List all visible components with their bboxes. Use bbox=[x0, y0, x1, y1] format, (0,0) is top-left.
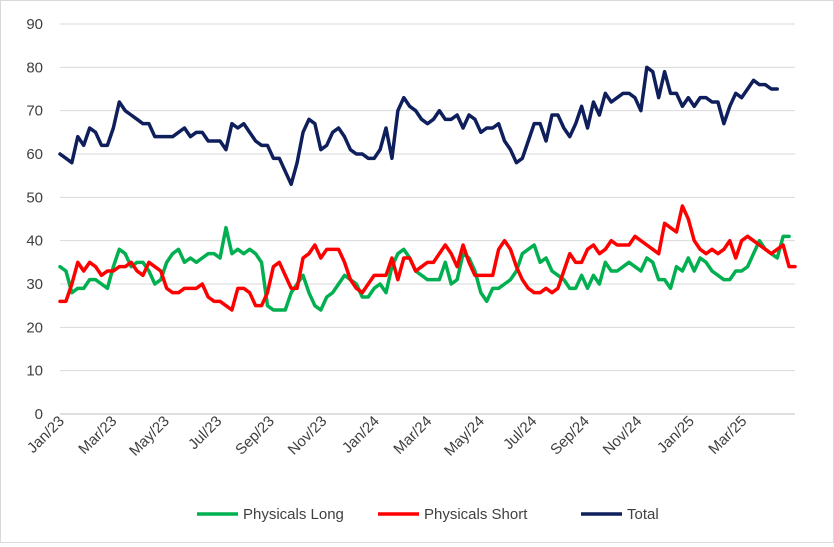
y-tick-label: 50 bbox=[26, 189, 43, 206]
y-tick-label: 10 bbox=[26, 363, 43, 380]
x-tick-label: May/24 bbox=[441, 413, 488, 460]
x-tick-label: Jan/24 bbox=[339, 413, 383, 457]
x-tick-label: Mar/24 bbox=[390, 413, 435, 458]
y-tick-label: 30 bbox=[26, 276, 43, 293]
x-tick-label: Sep/23 bbox=[232, 413, 278, 459]
series-lines bbox=[58, 65, 797, 312]
legend-label-physicals-long: Physicals Long bbox=[243, 506, 344, 523]
series-line-total bbox=[58, 65, 779, 187]
y-tick-label: 80 bbox=[26, 59, 43, 76]
x-tick-label: Mar/23 bbox=[75, 413, 120, 458]
y-tick-label: 70 bbox=[26, 103, 43, 120]
x-tick-label: Jan/25 bbox=[654, 413, 698, 457]
y-tick-label: 40 bbox=[26, 233, 43, 250]
x-tick-label: May/23 bbox=[126, 413, 173, 460]
x-tick-label: Nov/23 bbox=[285, 413, 331, 459]
series-line-physicals-short bbox=[58, 204, 797, 312]
legend: Physicals Long Physicals Short Total bbox=[197, 506, 659, 523]
y-tick-label: 60 bbox=[26, 146, 43, 163]
legend-label-total: Total bbox=[627, 506, 659, 523]
x-tick-label: Jul/24 bbox=[500, 413, 540, 453]
series-line-physicals-long bbox=[58, 225, 791, 312]
x-tick-label: Jan/23 bbox=[24, 413, 68, 457]
gridlines bbox=[60, 23, 795, 372]
x-tick-label: Mar/25 bbox=[705, 413, 750, 458]
x-tick-label: Sep/24 bbox=[547, 413, 593, 459]
legend-label-physicals-short: Physicals Short bbox=[424, 506, 528, 523]
x-tick-label: Jul/23 bbox=[185, 413, 225, 453]
y-tick-label: 20 bbox=[26, 319, 43, 336]
x-tick-label: Nov/24 bbox=[600, 413, 646, 459]
y-tick-label: 90 bbox=[26, 16, 43, 33]
axes: 0 10 20 30 40 50 60 70 80 90 Jan/23 Mar/23 May/23 Jul… bbox=[24, 16, 795, 460]
y-tick-label: 0 bbox=[35, 406, 43, 423]
